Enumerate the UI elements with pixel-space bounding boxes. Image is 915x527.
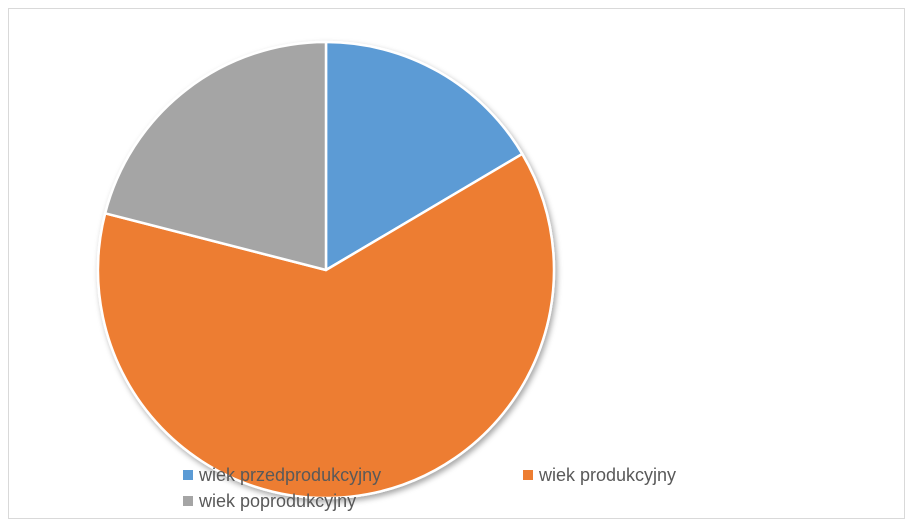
pie-chart <box>96 40 556 500</box>
legend-label: wiek przedprodukcyjny <box>199 465 382 485</box>
chart-area: wiek przedprodukcyjny wiek produkcyjny w… <box>8 8 905 519</box>
legend-swatch <box>183 496 193 506</box>
legend-item-poprodukcyjny: wiek poprodukcyjny <box>183 491 356 511</box>
legend-label: wiek produkcyjny <box>539 465 677 485</box>
pie-slice-2 <box>96 152 556 500</box>
legend-swatch <box>523 470 533 480</box>
legend-item-produkcyjny: wiek produkcyjny <box>523 465 676 485</box>
legend-item-przedprodukcyjny: wiek przedprodukcyjny <box>183 465 381 485</box>
pie-slice-1 <box>324 40 524 272</box>
legend-label: wiek poprodukcyjny <box>199 491 357 511</box>
legend-swatch <box>183 470 193 480</box>
pie-slice-3 <box>103 40 328 272</box>
